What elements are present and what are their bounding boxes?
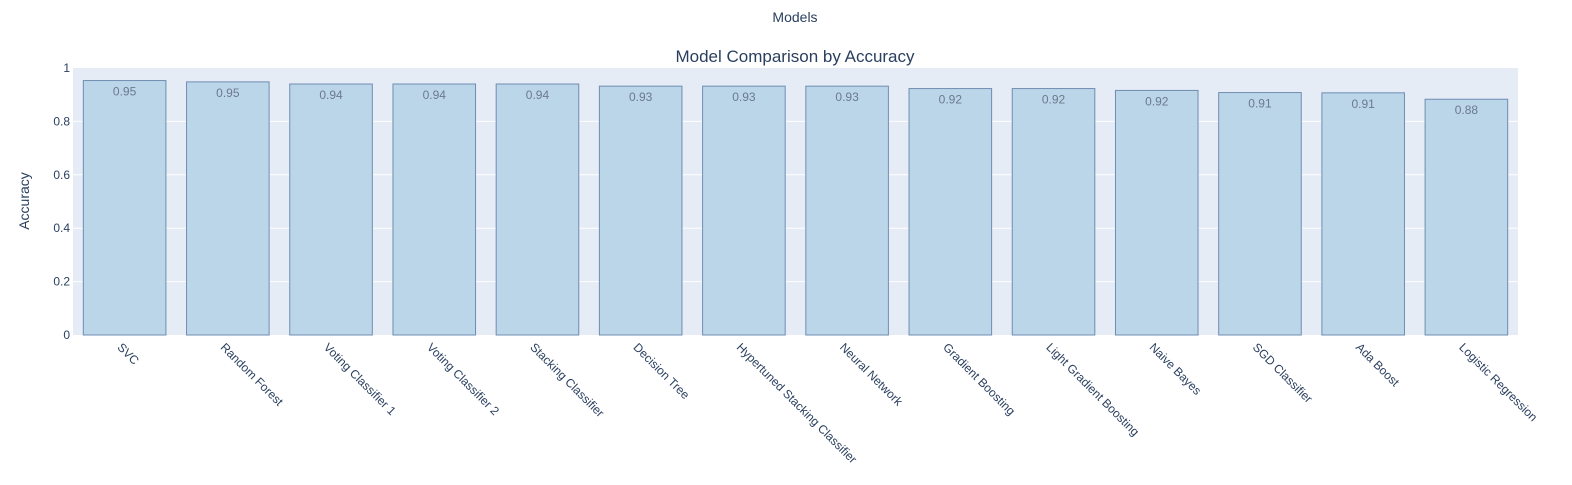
bar	[82, 80, 167, 336]
y-tick-label: 0.4	[53, 221, 70, 235]
bar	[598, 85, 683, 336]
x-tick-label: Light Gradient Boosting	[1043, 340, 1142, 439]
bar	[495, 83, 580, 336]
x-tick-label: Voting Classifier 1	[321, 340, 399, 418]
bar-value-label: 0.94	[526, 88, 550, 102]
bar	[1424, 98, 1509, 336]
bar-value-label: 0.92	[939, 93, 963, 107]
bar-value-label: 0.93	[732, 90, 756, 104]
y-tick-label: 0.8	[53, 114, 70, 128]
y-tick-label: 0.2	[53, 275, 70, 289]
bar-value-label: 0.91	[1248, 97, 1272, 111]
bar	[702, 85, 786, 336]
x-axis-ticks: SVC Random Forest Voting Classifier 1 Votin…	[114, 340, 1540, 466]
bar-value-label: 0.92	[1042, 93, 1066, 107]
x-tick-label: Hypertuned Stacking Classifier	[734, 340, 860, 466]
x-tick-label: Random Forest	[218, 340, 287, 409]
y-tick-label: 0	[63, 328, 70, 342]
x-tick-label: Neural Network	[837, 340, 906, 409]
bar-value-label: 0.94	[423, 88, 447, 102]
y-tick-label: 1	[63, 61, 70, 75]
bar-value-label: 0.93	[629, 90, 653, 104]
bar-value-label: 0.95	[216, 86, 240, 100]
bar-value-label: 0.94	[319, 88, 343, 102]
bar	[289, 83, 373, 336]
bar-value-label: 0.93	[835, 90, 859, 104]
bar	[1114, 89, 1199, 336]
x-tick-label: Ada Boost	[1353, 340, 1403, 390]
bar-value-label: 0.91	[1351, 97, 1375, 111]
x-tick-label: SGD Classifier	[1250, 340, 1316, 406]
x-tick-label: Voting Classifier 2	[424, 340, 502, 418]
bar	[1011, 88, 1096, 336]
x-tick-label: Stacking Classifier	[527, 340, 607, 420]
bar	[392, 83, 477, 336]
bar-value-labels: 0.95 0.95 0.94 0.94 0.94 0.93 0.93 0.93 0.92 0.92…	[113, 85, 1478, 118]
chart-title: Model Comparison by Accuracy	[675, 47, 915, 66]
x-tick-label: Gradient Boosting	[940, 340, 1018, 418]
y-axis-ticks: 0 0.2 0.4 0.6 0.8 1	[53, 61, 70, 342]
bars	[82, 80, 1509, 336]
bar-value-label: 0.95	[113, 85, 137, 99]
x-tick-label: Logistic Regression	[1456, 340, 1540, 424]
y-axis-title: Accuracy	[16, 172, 32, 230]
bar	[1321, 92, 1405, 336]
bar	[186, 81, 270, 336]
x-tick-label: Decision Tree	[631, 340, 693, 402]
x-tick-label: SVC	[114, 340, 142, 368]
bar	[1218, 92, 1302, 336]
bar-value-label: 0.88	[1455, 103, 1479, 117]
x-axis-title: Models	[772, 9, 817, 25]
x-tick-label: Naive Bayes	[1147, 340, 1205, 398]
y-tick-label: 0.6	[53, 168, 70, 182]
bar-value-label: 0.92	[1145, 94, 1169, 108]
bar	[908, 88, 993, 336]
bar	[805, 85, 889, 336]
